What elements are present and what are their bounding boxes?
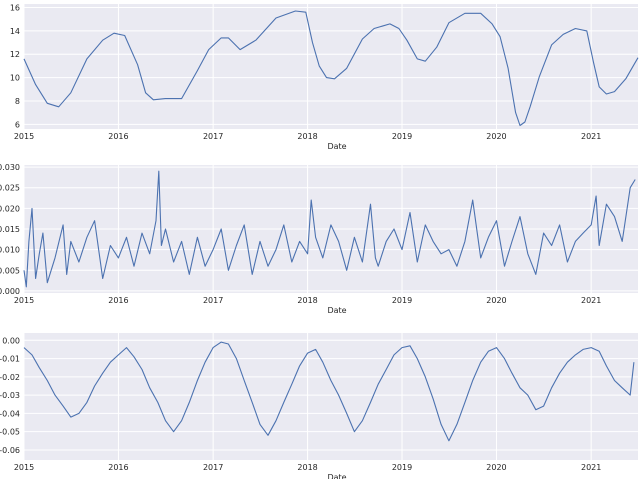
chart-1: 6 8 10 12 14 16 2015 2016 2017 2018 2019 2020 2021 Da… — [10, 4, 639, 151]
series-line — [23, 170, 636, 288]
plot-area — [24, 4, 638, 129]
x-tick-label: 2015 — [14, 463, 34, 472]
x-tick-label: 2017 — [203, 463, 223, 472]
y-tick-label: -0.04 — [0, 409, 20, 418]
x-tick-label: 2018 — [297, 132, 317, 141]
x-tick-label: 2020 — [486, 463, 506, 472]
x-tick-label: 2020 — [486, 296, 506, 305]
chart-3: 0.00 -0.01 -0.02 -0.03 -0.04 -0.05 -0.06 2015 20… — [0, 333, 638, 479]
x-tick-label: 2021 — [581, 463, 601, 472]
chart-2: 0.000 0.005 0.010 0.015 0.020 0.025 0.030 2015 2… — [0, 163, 638, 315]
series-line — [23, 10, 639, 127]
y-tick-label: 0.030 — [0, 163, 20, 172]
x-tick-label: 2021 — [581, 296, 601, 305]
x-tick-label: 2021 — [581, 132, 601, 141]
x-tick-label: 2017 — [203, 296, 223, 305]
y-tick-label: 0.025 — [0, 184, 20, 193]
x-tick-label: 2015 — [14, 296, 34, 305]
y-tick-label: -0.03 — [0, 391, 20, 400]
x-tick-label: 2019 — [392, 296, 412, 305]
y-tick-label: 0.020 — [0, 204, 20, 213]
y-tick-label: 14 — [10, 27, 20, 36]
x-axis-label: Date — [327, 473, 346, 479]
x-axis-label: Date — [327, 306, 346, 315]
y-tick-label: 0.015 — [0, 225, 20, 234]
x-tick-label: 2019 — [392, 132, 412, 141]
series-line — [23, 341, 635, 442]
y-tick-label: 12 — [10, 50, 20, 59]
y-tick-label: -0.06 — [0, 446, 20, 455]
y-tick-label: -0.01 — [0, 355, 20, 364]
x-tick-label: 2020 — [486, 132, 506, 141]
x-tick-label: 2016 — [108, 463, 128, 472]
x-tick-label: 2018 — [297, 463, 317, 472]
x-tick-label: 2016 — [108, 132, 128, 141]
y-tick-label: 6 — [15, 120, 20, 129]
y-tick-label: -0.02 — [0, 373, 20, 382]
y-tick-label: 0.00 — [2, 336, 20, 345]
x-tick-label: 2019 — [392, 463, 412, 472]
y-tick-label: -0.05 — [0, 428, 20, 437]
x-tick-label: 2018 — [297, 296, 317, 305]
y-tick-label: 0.010 — [0, 246, 20, 255]
plot-area — [24, 333, 638, 460]
x-tick-label: 2017 — [203, 132, 223, 141]
y-tick-label: 8 — [15, 97, 20, 106]
x-tick-label: 2015 — [14, 132, 34, 141]
x-tick-label: 2016 — [108, 296, 128, 305]
y-tick-label: 0.000 — [0, 287, 20, 296]
y-tick-label: 10 — [10, 74, 20, 83]
x-axis-label: Date — [327, 142, 346, 151]
y-tick-label: 16 — [10, 4, 20, 13]
y-tick-label: 0.005 — [0, 266, 20, 275]
